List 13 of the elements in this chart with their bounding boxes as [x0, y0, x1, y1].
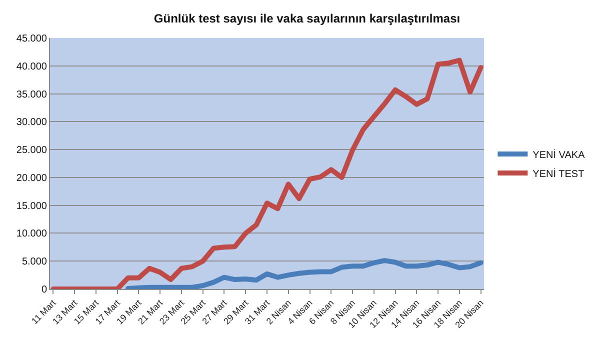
y-tick-label: 10.000	[16, 228, 48, 240]
y-tick-label: 0	[41, 284, 48, 296]
y-tick-label: 30.000	[16, 117, 48, 128]
y-tick-label: 25.000	[16, 145, 48, 156]
legend-label: YENİ TEST	[532, 168, 584, 180]
y-tick-label: 5.000	[22, 256, 48, 268]
chart-title: Günlük test sayısı ile vaka sayılarının karşılaştırılması	[154, 11, 460, 26]
y-tick-label: 15.000	[16, 200, 48, 212]
y-tick-label: 35.000	[16, 89, 48, 100]
y-tick-label: 45.000	[16, 34, 48, 44]
legend-label: YENİ VAKA	[532, 148, 586, 161]
y-tick-label: 20.000	[16, 172, 48, 184]
y-tick-label: 40.000	[16, 61, 48, 72]
